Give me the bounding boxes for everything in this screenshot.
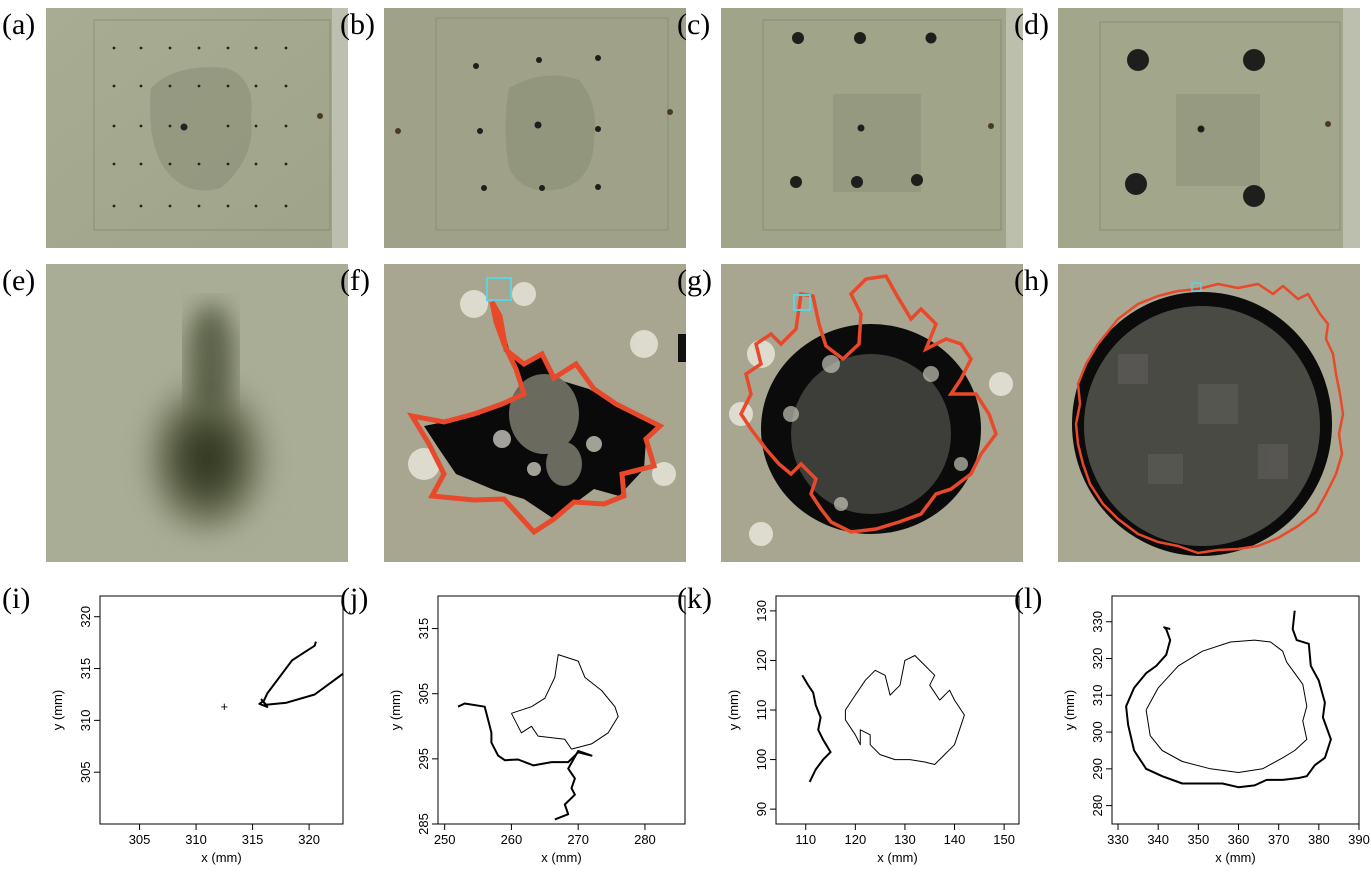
y-tick-label-k-3: 120 — [754, 650, 769, 672]
x-tick-label-l-0: 330 — [1107, 832, 1129, 847]
zoom-g — [721, 264, 1023, 562]
panel-label-c: (c) — [677, 8, 711, 41]
photo-a — [46, 8, 348, 248]
x-tick-label-j-1: 260 — [501, 832, 523, 847]
x-tick-label-k-4: 150 — [993, 832, 1015, 847]
y-tick-label-i-2: 315 — [78, 658, 93, 680]
photo-d — [1058, 8, 1360, 248]
x-tick-label-j-0: 250 — [434, 832, 456, 847]
y-tick-label-j-3: 315 — [416, 618, 431, 640]
y-axis-label-i: y (mm) — [50, 690, 65, 730]
zoom-h — [1058, 264, 1360, 562]
plot-frame-i — [99, 595, 344, 825]
y-tick-label-i-1: 310 — [78, 710, 93, 732]
x-tick-label-l-3: 360 — [1228, 832, 1250, 847]
panel-label-f: (f) — [340, 264, 370, 297]
x-tick-label-i-1: 310 — [185, 832, 207, 847]
panel-label-b: (b) — [340, 8, 375, 41]
y-tick-label-k-0: 90 — [754, 802, 769, 816]
photo-b — [384, 8, 686, 248]
panel-label-h: (h) — [1014, 264, 1049, 297]
y-tick-label-l-1: 290 — [1090, 758, 1105, 780]
y-tick-label-l-5: 330 — [1090, 611, 1105, 633]
x-tick-label-i-0: 305 — [129, 832, 151, 847]
series-line-j-0 — [457, 702, 593, 821]
plot-frame-k — [775, 595, 1020, 825]
y-tick-label-k-1: 100 — [754, 749, 769, 771]
series-line-l-1 — [1145, 639, 1308, 773]
x-tick-label-j-3: 280 — [634, 832, 656, 847]
marker-i-0: + — [221, 699, 229, 714]
x-tick-label-l-5: 380 — [1308, 832, 1330, 847]
y-tick-label-l-0: 280 — [1090, 795, 1105, 817]
series-line-i-0 — [258, 641, 343, 708]
y-axis-label-j: y (mm) — [388, 690, 403, 730]
plot-frame-l — [1111, 595, 1360, 825]
x-tick-label-k-2: 130 — [894, 832, 916, 847]
y-tick-label-l-4: 320 — [1090, 648, 1105, 670]
y-tick-label-l-2: 300 — [1090, 721, 1105, 743]
panel-label-k: (k) — [677, 582, 712, 615]
x-tick-label-l-4: 370 — [1268, 832, 1290, 847]
series-line-k-0 — [801, 674, 832, 783]
series-line-k-1 — [844, 655, 965, 765]
x-axis-label-j: x (mm) — [541, 850, 581, 865]
panel-label-j: (j) — [340, 582, 369, 615]
x-tick-label-l-2: 350 — [1187, 832, 1209, 847]
y-axis-label-l: y (mm) — [1062, 690, 1077, 730]
panel-label-l: (l) — [1014, 582, 1043, 615]
panel-label-d: (d) — [1014, 8, 1049, 41]
zoom-f — [384, 264, 686, 562]
x-tick-label-i-3: 320 — [298, 832, 320, 847]
panel-label-g: (g) — [677, 264, 712, 297]
x-tick-label-l-6: 390 — [1348, 832, 1370, 847]
y-tick-label-k-4: 130 — [754, 600, 769, 622]
x-axis-label-k: x (mm) — [877, 850, 917, 865]
series-line-j-1 — [510, 654, 619, 750]
x-tick-label-j-2: 270 — [567, 832, 589, 847]
x-axis-label-i: x (mm) — [201, 850, 241, 865]
x-tick-label-k-1: 120 — [844, 832, 866, 847]
y-tick-label-j-1: 295 — [416, 748, 431, 770]
panel-label-i: (i) — [2, 582, 31, 615]
y-tick-label-j-2: 305 — [416, 683, 431, 705]
y-tick-label-i-0: 305 — [78, 761, 93, 783]
plot-frame-j — [437, 595, 686, 825]
y-axis-label-k: y (mm) — [726, 690, 741, 730]
y-tick-label-l-3: 310 — [1090, 684, 1105, 706]
y-tick-label-j-0: 285 — [416, 813, 431, 835]
x-tick-label-k-0: 110 — [795, 832, 816, 847]
series-line-l-0 — [1125, 610, 1332, 789]
y-tick-label-i-3: 320 — [78, 606, 93, 628]
zoom-e — [46, 264, 348, 562]
x-axis-label-l: x (mm) — [1215, 850, 1255, 865]
photo-c — [721, 8, 1023, 248]
x-tick-label-i-2: 315 — [242, 832, 264, 847]
x-tick-label-k-3: 140 — [944, 832, 966, 847]
panel-label-a: (a) — [2, 8, 36, 41]
panel-label-e: (e) — [2, 264, 36, 297]
x-tick-label-l-1: 340 — [1147, 832, 1169, 847]
y-tick-label-k-2: 110 — [754, 700, 769, 721]
